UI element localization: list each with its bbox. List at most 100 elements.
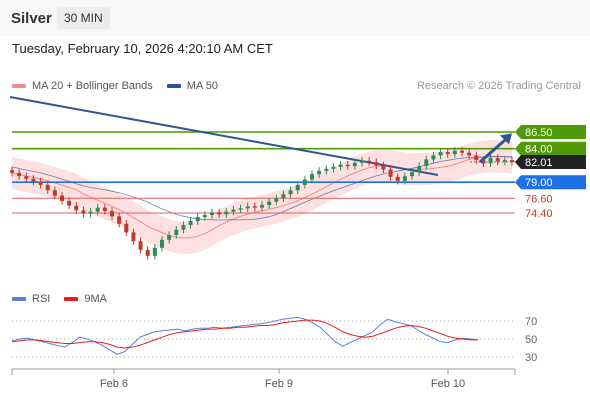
candle-body [74, 205, 79, 211]
forecast-arrow-shaft [479, 136, 509, 164]
ma20-legend-label: MA 20 + Bollinger Bands [32, 80, 153, 92]
timestamp: Tuesday, February 10, 2026 4:20:10 AM CE… [12, 41, 273, 56]
candle-body [152, 247, 157, 256]
candle-body [17, 172, 22, 177]
candle-body [310, 174, 314, 180]
candle-body [295, 184, 300, 191]
descending-trendline [9, 96, 439, 176]
candle-body [131, 232, 136, 242]
candle-body [417, 166, 422, 173]
rsi-ma-legend-label: 9MA [84, 293, 107, 305]
candle-body [45, 184, 50, 191]
candle-body [174, 229, 179, 236]
candle-body [345, 164, 350, 167]
ma50-legend-swatch [166, 84, 181, 88]
candle-body [431, 155, 436, 160]
candle-body [24, 176, 29, 179]
rsi-legend-label: RSI [32, 293, 51, 305]
candle-body [352, 162, 357, 167]
candle-body [467, 152, 472, 156]
level-label-86.50: 86.50 [525, 127, 553, 139]
candle-body [502, 160, 507, 162]
ma20-legend-swatch [12, 84, 26, 88]
candle-body [38, 181, 43, 185]
level-label-76.60: 76.60 [525, 193, 553, 205]
x-tick-label: Feb 9 [265, 378, 293, 390]
forecast-arrow-head [500, 133, 512, 145]
candle-body [238, 208, 243, 210]
x-tick-label: Feb 10 [431, 378, 465, 390]
candle-body [52, 190, 57, 196]
candle-body [445, 152, 450, 155]
candle-body [338, 164, 343, 167]
candle-body [267, 201, 272, 205]
candle-body [202, 215, 207, 218]
level-tag-79.00 [515, 175, 586, 190]
level-tag-84.00 [515, 141, 586, 156]
candle-body [438, 152, 443, 156]
candle-body [167, 235, 172, 240]
candle-body [388, 169, 393, 177]
candle-body [88, 211, 93, 214]
candle-body [381, 165, 386, 170]
bollinger-band [12, 140, 512, 255]
candle-body [452, 150, 457, 155]
candle-body [124, 223, 129, 233]
candle-body [181, 225, 186, 230]
candle-body [374, 162, 379, 166]
candle-body [510, 160, 514, 163]
candle-body [424, 159, 429, 167]
candle-body [188, 221, 193, 226]
candle-body [217, 212, 222, 215]
candle-body [60, 195, 64, 201]
level-label-79.00: 79.00 [525, 177, 553, 189]
main-legend: MA 20 + Bollinger Bands MA 50 [12, 80, 218, 92]
candle-body [67, 200, 72, 206]
credit-text: Research © 2026 Trading Central [416, 80, 581, 92]
level-label-84.00: 84.00 [525, 144, 553, 156]
chart-header: Silver 30 MIN [0, 0, 590, 36]
level-tag-86.50 [515, 125, 586, 139]
candle-body [81, 210, 86, 214]
candle-body [195, 217, 200, 222]
x-tick-label: Feb 6 [100, 378, 128, 390]
candle-body [474, 155, 479, 161]
candle-body [460, 150, 464, 153]
candle-body [402, 176, 407, 181]
candle-body [410, 172, 414, 177]
candle-body [367, 160, 372, 163]
rsi-line [11, 316, 479, 355]
candle-body [224, 211, 229, 215]
candle-body [245, 206, 250, 209]
ma50-legend-label: MA 50 [186, 80, 218, 92]
candle-body [495, 158, 500, 162]
candle-body [210, 212, 214, 216]
instrument-title: Silver [11, 10, 52, 27]
rsi-level-label-70: 70 [525, 316, 537, 328]
candle-body [274, 198, 279, 202]
candle-body [102, 207, 107, 211]
candle-body [110, 210, 114, 217]
candle-body [10, 170, 14, 173]
candle-body [488, 158, 493, 164]
rsi-legend-swatch [12, 297, 26, 301]
candle-body [138, 241, 143, 250]
candle-body [481, 160, 486, 164]
level-label-82.01: 82.01 [525, 157, 553, 169]
candle-body [288, 190, 293, 195]
rsi-legend: RSI 9MA [12, 293, 107, 305]
candle-body [252, 206, 257, 208]
candle-body [145, 249, 150, 256]
rsi-level-label-30: 30 [525, 352, 537, 364]
timeframe-button[interactable]: 30 MIN [57, 7, 110, 29]
candle-body [331, 166, 336, 169]
candle-body [260, 204, 264, 208]
candle-body [95, 207, 100, 212]
candle-body [317, 170, 322, 175]
rsi-level-label-50: 50 [525, 334, 537, 346]
level-label-74.40: 74.40 [525, 208, 553, 220]
candle-body [117, 216, 122, 224]
candle-body [281, 194, 286, 199]
candle-body [395, 176, 400, 181]
